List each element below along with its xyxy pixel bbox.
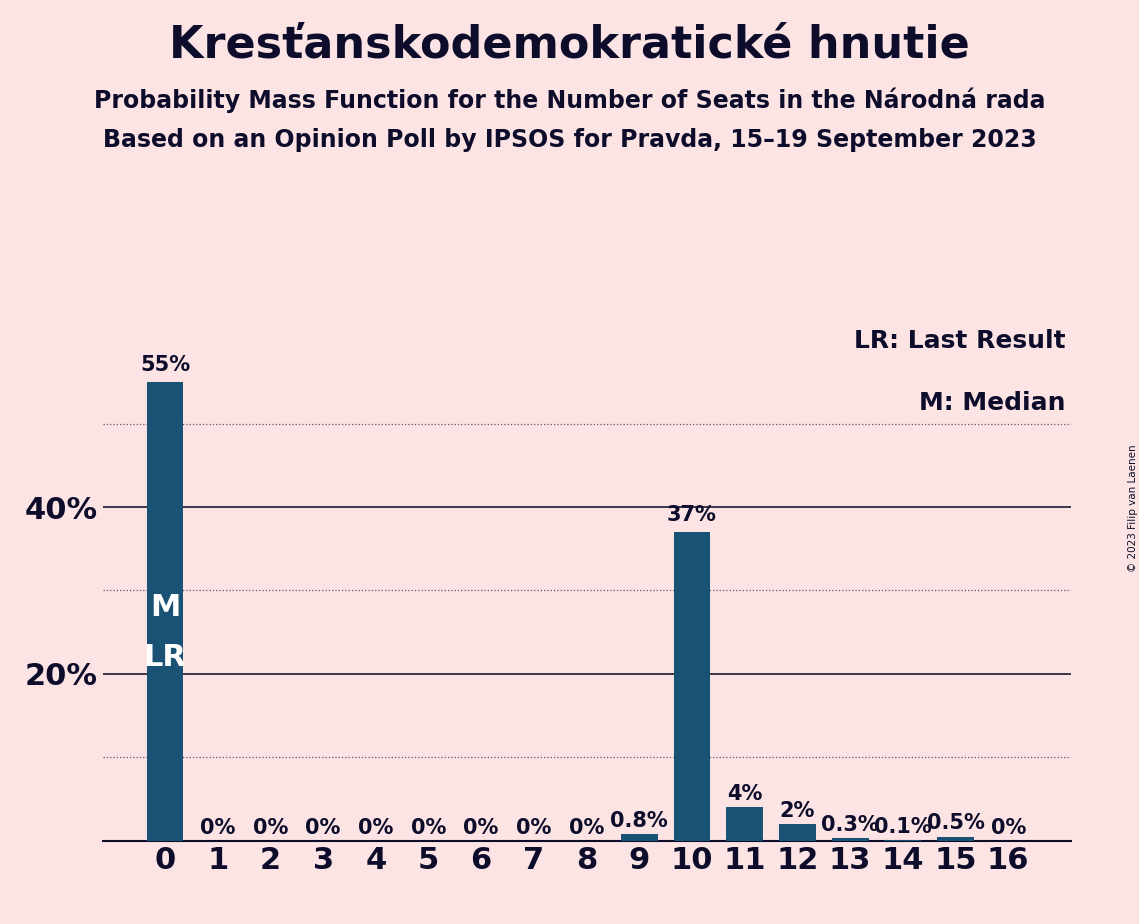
- Text: 0%: 0%: [200, 818, 236, 837]
- Bar: [621, 834, 657, 841]
- Text: 0%: 0%: [305, 818, 341, 837]
- Text: 0%: 0%: [411, 818, 446, 837]
- Text: LR: Last Result: LR: Last Result: [854, 329, 1066, 353]
- Text: LR: LR: [144, 643, 187, 672]
- Bar: [937, 836, 974, 841]
- Text: © 2023 Filip van Laenen: © 2023 Filip van Laenen: [1129, 444, 1138, 572]
- Bar: [831, 838, 869, 841]
- Bar: [779, 824, 816, 841]
- Text: M: M: [149, 592, 180, 622]
- Text: 0%: 0%: [568, 818, 605, 837]
- Text: Based on an Opinion Poll by IPSOS for Pravda, 15–19 September 2023: Based on an Opinion Poll by IPSOS for Pr…: [103, 128, 1036, 152]
- Text: 0%: 0%: [464, 818, 499, 837]
- Text: 37%: 37%: [667, 505, 716, 526]
- Text: Probability Mass Function for the Number of Seats in the Národná rada: Probability Mass Function for the Number…: [93, 88, 1046, 114]
- Text: 0%: 0%: [253, 818, 288, 837]
- Text: M: Median: M: Median: [919, 391, 1066, 415]
- Text: 55%: 55%: [140, 355, 190, 375]
- Text: 0.1%: 0.1%: [874, 817, 932, 836]
- Text: 0.8%: 0.8%: [611, 811, 669, 831]
- Bar: [147, 382, 183, 841]
- Text: 0.5%: 0.5%: [926, 813, 984, 833]
- Text: 0%: 0%: [991, 818, 1026, 837]
- Text: Kresťanskodemokratické hnutie: Kresťanskodemokratické hnutie: [169, 23, 970, 67]
- Text: 0%: 0%: [516, 818, 551, 837]
- Bar: [727, 808, 763, 841]
- Text: 2%: 2%: [780, 801, 816, 821]
- Text: 0%: 0%: [358, 818, 393, 837]
- Text: 0.3%: 0.3%: [821, 815, 879, 835]
- Text: 4%: 4%: [727, 784, 762, 804]
- Bar: [673, 532, 711, 841]
